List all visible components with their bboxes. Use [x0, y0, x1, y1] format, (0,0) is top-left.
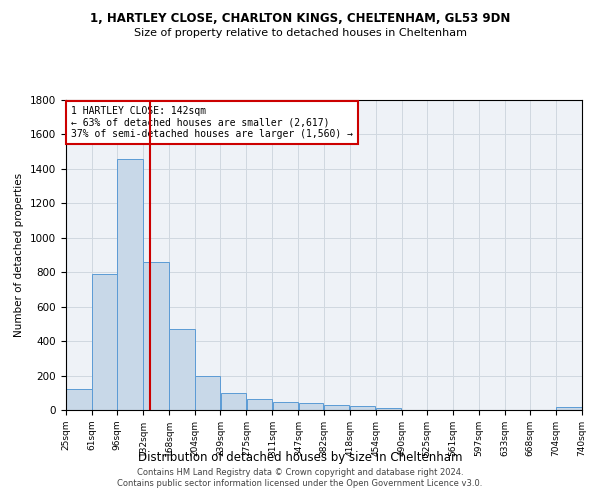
Text: 1 HARTLEY CLOSE: 142sqm
← 63% of detached houses are smaller (2,617)
37% of semi: 1 HARTLEY CLOSE: 142sqm ← 63% of detache… [71, 106, 353, 140]
Bar [376, 408, 401, 410]
Bar [247, 399, 272, 410]
Bar [143, 262, 169, 410]
Bar [92, 274, 117, 410]
Bar [299, 403, 323, 410]
Bar [324, 405, 349, 410]
Text: 1, HARTLEY CLOSE, CHARLTON KINGS, CHELTENHAM, GL53 9DN: 1, HARTLEY CLOSE, CHARLTON KINGS, CHELTE… [90, 12, 510, 26]
Bar [350, 406, 376, 410]
Bar [66, 390, 92, 410]
Bar [556, 408, 582, 410]
Text: Distribution of detached houses by size in Cheltenham: Distribution of detached houses by size … [138, 451, 462, 464]
Bar [221, 393, 246, 410]
Y-axis label: Number of detached properties: Number of detached properties [14, 173, 25, 337]
Bar [169, 329, 195, 410]
Bar [196, 376, 220, 410]
Bar [118, 158, 143, 410]
Text: Contains HM Land Registry data © Crown copyright and database right 2024.
Contai: Contains HM Land Registry data © Crown c… [118, 468, 482, 487]
Text: Size of property relative to detached houses in Cheltenham: Size of property relative to detached ho… [133, 28, 467, 38]
Bar [272, 402, 298, 410]
